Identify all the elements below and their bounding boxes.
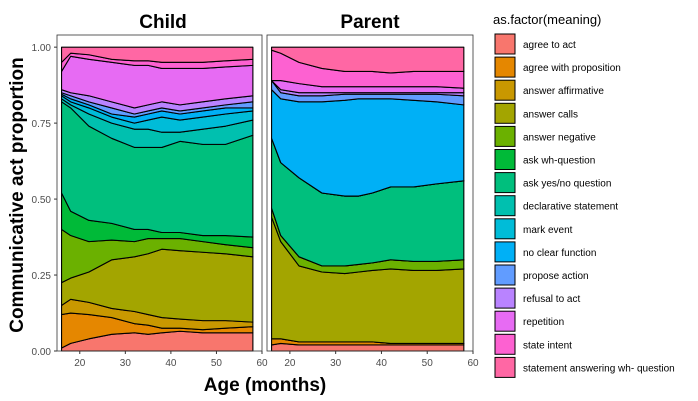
legend-label: agree with proposition xyxy=(523,63,621,74)
facet-title-child: Child xyxy=(139,12,187,33)
area-parent-statement-answering-wh-question xyxy=(271,46,465,74)
legend-label: answer affirmative xyxy=(523,86,604,97)
legend-label: answer negative xyxy=(523,132,596,143)
x-tick-label: 20 xyxy=(74,358,86,369)
area-child-statement-answering-wh-question xyxy=(61,46,254,63)
legend-label: mark event xyxy=(523,225,573,236)
y-tick-label: 0.50 xyxy=(32,195,52,206)
legend-label: answer calls xyxy=(523,109,578,120)
x-tick-label: 60 xyxy=(467,358,479,369)
x-tick-label: 50 xyxy=(211,358,223,369)
panel-parent xyxy=(271,46,465,352)
legend-key xyxy=(494,102,516,124)
y-tick-label: 0.00 xyxy=(32,347,52,358)
legend-label: repetition xyxy=(523,317,564,328)
legend-key xyxy=(494,333,516,355)
legend-key xyxy=(494,125,516,147)
x-tick-label: 20 xyxy=(284,358,296,369)
legend-key xyxy=(494,33,516,55)
x-axis-title: Age (months) xyxy=(204,375,326,396)
y-tick-label: 1.00 xyxy=(32,43,52,54)
legend-label: refusal to act xyxy=(523,294,580,305)
legend-title: as.factor(meaning) xyxy=(493,12,601,27)
legend-label: statement answering wh- question xyxy=(523,363,675,374)
legend-label: state intent xyxy=(523,340,572,351)
facet-title-parent: Parent xyxy=(340,12,400,33)
legend-key xyxy=(494,79,516,101)
legend-key xyxy=(494,56,516,78)
panel-child xyxy=(61,46,254,352)
y-axis-title: Communicative act proportion xyxy=(7,57,28,333)
legend-key xyxy=(494,264,516,286)
x-tick-label: 30 xyxy=(120,358,132,369)
x-tick-label: 40 xyxy=(165,358,177,369)
y-tick-label: 0.75 xyxy=(32,119,52,130)
y-axis: 0.00 0.25 0.50 0.75 1.00 xyxy=(32,43,57,358)
x-axis: 20 30 40 50 60 20 30 40 50 60 xyxy=(74,351,479,369)
legend-key xyxy=(494,241,516,263)
legend-label: ask wh-question xyxy=(523,156,595,167)
legend-label: no clear function xyxy=(523,248,596,259)
legend-key xyxy=(494,310,516,332)
legend-key xyxy=(494,149,516,170)
legend-label: propose action xyxy=(523,271,589,282)
legend-key xyxy=(494,287,516,309)
y-tick-label: 0.25 xyxy=(32,271,52,282)
legend-key xyxy=(494,218,516,240)
panel-border-child xyxy=(56,34,263,352)
legend-key xyxy=(494,356,516,378)
legend-label: ask yes/no question xyxy=(523,179,611,190)
legend-label: declarative statement xyxy=(523,202,618,213)
x-tick-label: 60 xyxy=(256,358,268,369)
panel-border-parent xyxy=(266,34,474,352)
legend: agree to act agree with proposition answer… xyxy=(494,33,675,378)
legend-key xyxy=(494,195,516,217)
x-tick-label: 50 xyxy=(422,358,434,369)
x-tick-label: 30 xyxy=(330,358,342,369)
legend-label: agree to act xyxy=(523,40,576,51)
legend-key xyxy=(494,172,516,194)
x-tick-label: 40 xyxy=(376,358,388,369)
